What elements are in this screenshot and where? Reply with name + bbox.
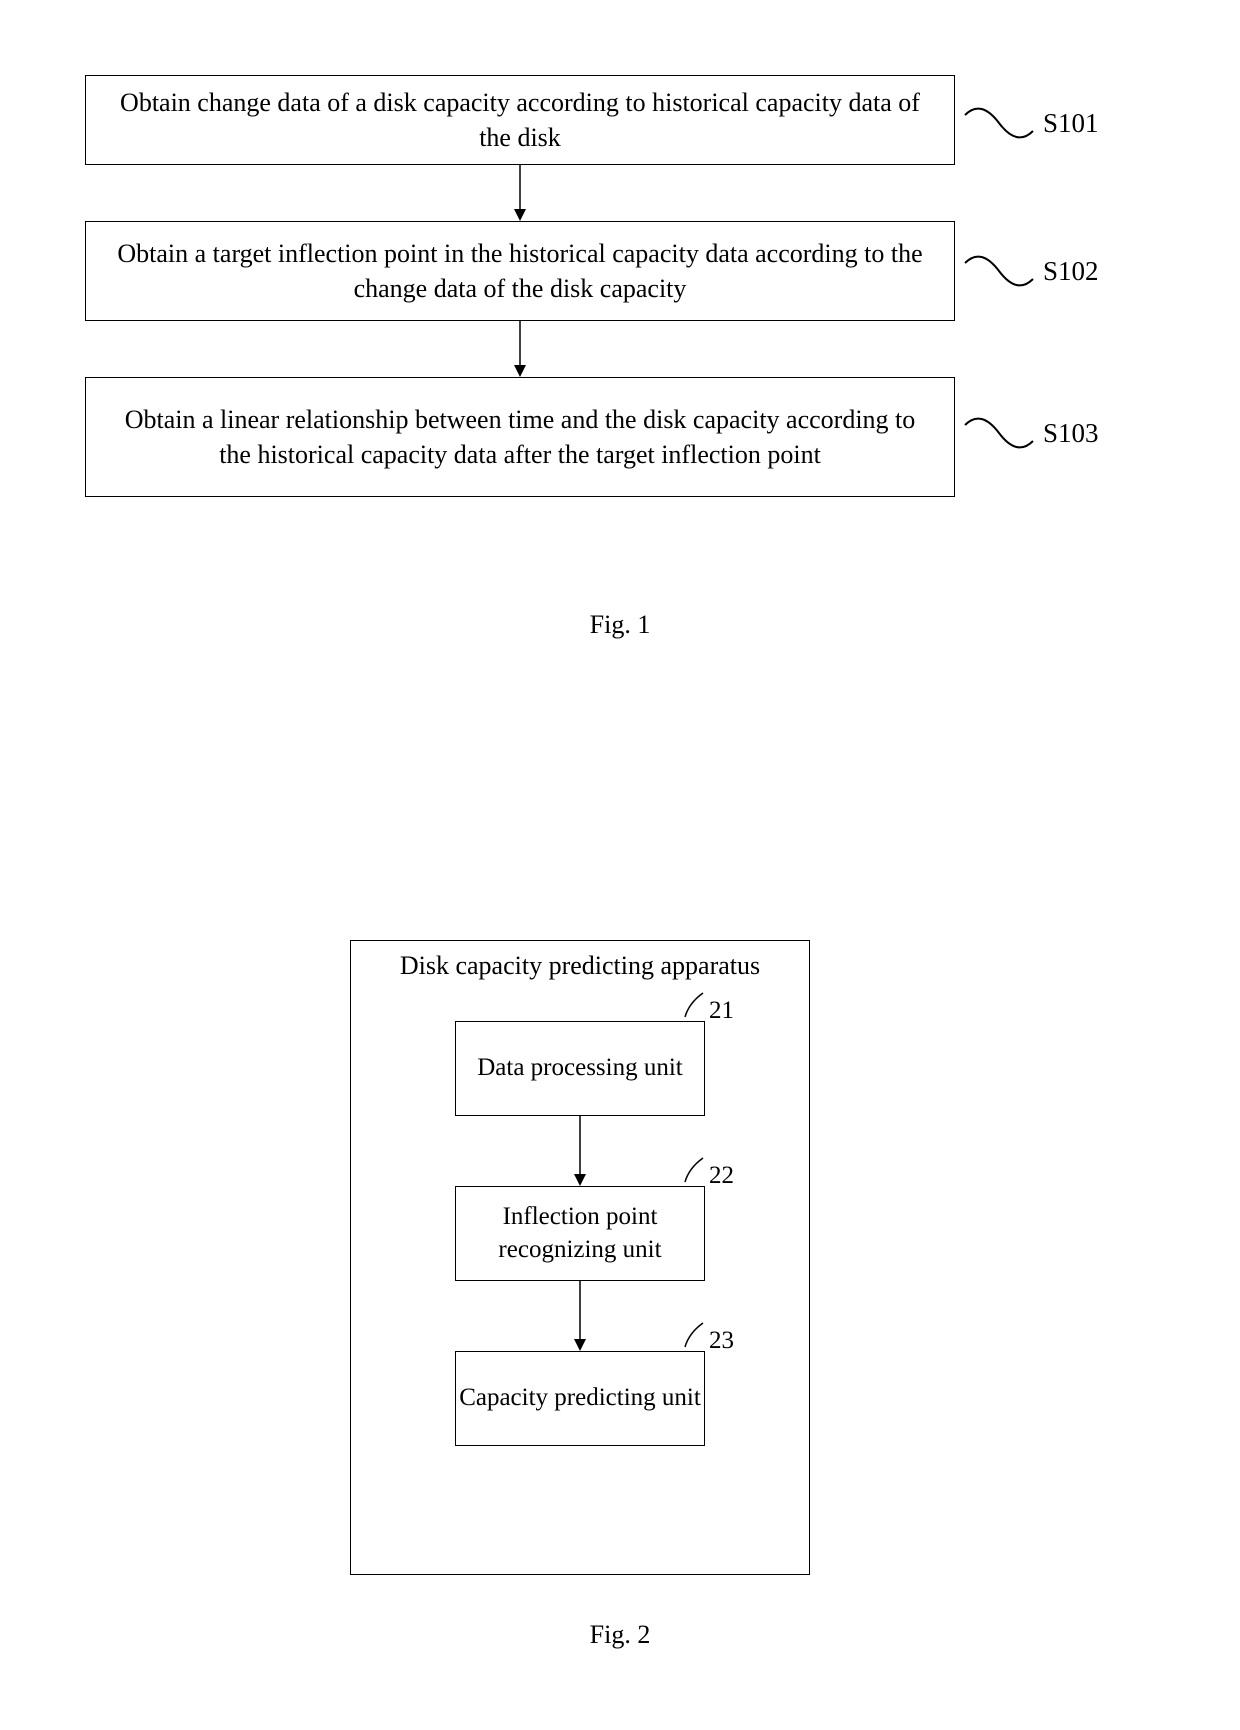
fig1-step-2-text: Obtain a target inflection point in the …	[106, 236, 934, 306]
fig2-title: Disk capacity predicting apparatus	[351, 941, 809, 981]
fig2-unit-1: Data processing unit	[455, 1021, 705, 1116]
fig1-arrow-1	[85, 165, 955, 221]
fig2-label-1-text: 21	[709, 997, 734, 1025]
fig1-label-3-text: S103	[1043, 418, 1099, 449]
fig1-step-2: Obtain a target inflection point in the …	[85, 221, 955, 321]
fig2-caption-text: Fig. 2	[590, 1620, 651, 1649]
figure-1: Obtain change data of a disk capacity ac…	[85, 75, 1155, 497]
fig2-unit-3-label: 23	[681, 1319, 734, 1355]
fig1-caption: Fig. 1	[0, 610, 1240, 640]
fig2-label-2-text: 22	[709, 1162, 734, 1190]
fig2-label-3-text: 23	[709, 1327, 734, 1355]
fig2-unit-2-label: 22	[681, 1154, 734, 1190]
fig2-unit-1-text: Data processing unit	[477, 1052, 683, 1085]
fig1-step-3: Obtain a linear relationship between tim…	[85, 377, 955, 497]
fig1-step-3-label: S103	[963, 415, 1099, 451]
squiggle-icon	[963, 105, 1035, 141]
leadline-icon	[681, 1319, 707, 1349]
leadline-icon	[681, 989, 707, 1019]
fig1-step-1: Obtain change data of a disk capacity ac…	[85, 75, 955, 165]
fig2-title-text: Disk capacity predicting apparatus	[400, 951, 760, 980]
fig2-arrow-1	[455, 1116, 705, 1186]
squiggle-icon	[963, 253, 1035, 289]
leadline-icon	[681, 1154, 707, 1184]
fig1-step-1-text: Obtain change data of a disk capacity ac…	[106, 85, 934, 155]
fig2-unit-3: Capacity predicting unit	[455, 1351, 705, 1446]
fig2-unit-2: Inflection point recognizing unit	[455, 1186, 705, 1281]
fig2-unit-2-text: Inflection point recognizing unit	[456, 1201, 704, 1266]
fig1-step-2-label: S102	[963, 253, 1099, 289]
fig1-arrow-2	[85, 321, 955, 377]
fig1-label-1-text: S101	[1043, 108, 1099, 139]
fig2-unit-1-label: 21	[681, 989, 734, 1025]
fig2-units: Data processing unit 21 Inflection point…	[351, 1021, 809, 1446]
figure-2-outer-box: Disk capacity predicting apparatus Data …	[350, 940, 810, 1575]
fig1-label-2-text: S102	[1043, 256, 1099, 287]
fig1-step-3-text: Obtain a linear relationship between tim…	[106, 402, 934, 472]
fig1-caption-text: Fig. 1	[590, 610, 651, 639]
squiggle-icon	[963, 415, 1035, 451]
fig2-caption: Fig. 2	[0, 1620, 1240, 1650]
fig2-arrow-2	[455, 1281, 705, 1351]
fig2-unit-3-text: Capacity predicting unit	[459, 1382, 701, 1415]
fig1-step-1-label: S101	[963, 105, 1099, 141]
